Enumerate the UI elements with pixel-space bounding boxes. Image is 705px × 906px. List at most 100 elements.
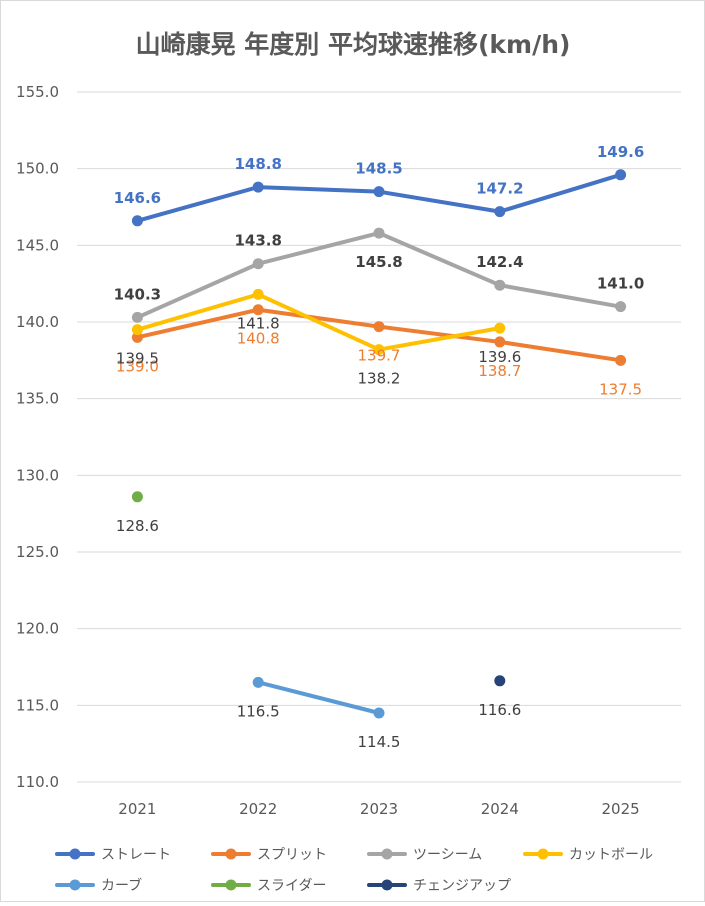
data-label: 143.8 — [234, 232, 281, 250]
y-tick-label: 115.0 — [16, 696, 59, 714]
x-tick-label: 2025 — [602, 800, 640, 818]
legend-swatch-marker — [225, 848, 237, 860]
legend-item-チェンジアップ: チェンジアップ — [367, 878, 511, 894]
data-point — [131, 331, 143, 343]
legend-item-カーブ: カーブ — [55, 877, 142, 894]
data-label: 148.5 — [355, 160, 402, 178]
x-tick-label: 2021 — [118, 800, 156, 818]
data-point — [252, 288, 264, 300]
y-tick-label: 130.0 — [16, 466, 59, 484]
data-point — [494, 675, 506, 687]
data-point — [494, 322, 506, 334]
data-point — [252, 181, 264, 193]
data-point — [373, 707, 385, 719]
y-tick-label: 140.0 — [16, 313, 59, 331]
legend-label: カットボール — [569, 847, 653, 863]
data-label: 141.8 — [237, 314, 280, 332]
x-tick-label: 2024 — [481, 800, 519, 818]
data-label: 149.6 — [597, 143, 644, 161]
data-label: 139.5 — [116, 350, 159, 368]
y-tick-label: 135.0 — [16, 390, 59, 408]
series-group — [131, 169, 627, 719]
series-ツーシーム — [131, 227, 627, 323]
legend-item-スライダー: スライダー — [211, 878, 326, 894]
legend-swatch-marker — [69, 879, 81, 891]
data-point — [252, 304, 264, 316]
data-label: 138.2 — [358, 370, 401, 388]
data-point — [252, 676, 264, 688]
data-point — [252, 258, 264, 270]
y-tick-label: 145.0 — [16, 236, 59, 254]
data-label: 140.8 — [237, 330, 280, 348]
legend-label: ストレート — [101, 847, 171, 863]
data-label: 142.4 — [476, 253, 523, 271]
legend-label: スライダー — [257, 878, 326, 894]
legend-item-スプリット: スプリット — [211, 847, 327, 863]
data-label: 145.8 — [355, 253, 402, 271]
y-tick-label: 155.0 — [16, 83, 59, 101]
x-tick-label: 2023 — [360, 800, 398, 818]
data-point — [373, 186, 385, 198]
data-label: 139.7 — [358, 347, 401, 365]
data-label: 140.3 — [114, 285, 161, 303]
data-label: 139.6 — [478, 348, 521, 366]
legend-item-ストレート: ストレート — [55, 847, 171, 863]
series-スライダー — [131, 491, 143, 503]
legend-swatch-marker — [381, 848, 393, 860]
data-label: 137.5 — [599, 380, 642, 398]
data-point — [615, 169, 627, 181]
y-tick-label: 150.0 — [16, 160, 59, 178]
data-point — [373, 344, 385, 356]
legend-label: カーブ — [101, 877, 142, 894]
data-label: 116.6 — [478, 701, 521, 719]
data-point — [494, 279, 506, 291]
series-line — [135, 292, 502, 352]
legend-item-ツーシーム: ツーシーム — [367, 847, 482, 863]
series-line — [135, 172, 623, 223]
data-label: 148.8 — [234, 155, 281, 173]
data-label: 114.5 — [358, 733, 401, 751]
data-point — [131, 215, 143, 227]
data-point — [373, 321, 385, 333]
data-label: 146.6 — [114, 189, 161, 207]
data-label: 128.6 — [116, 517, 159, 535]
series-スプリット — [131, 304, 627, 366]
legend-swatch-marker — [537, 848, 549, 860]
data-label: 116.5 — [237, 702, 280, 720]
y-tick-label: 120.0 — [16, 620, 59, 638]
y-tick-label: 110.0 — [16, 773, 59, 791]
data-point — [131, 491, 143, 503]
series-カットボール — [131, 288, 506, 356]
legend-label: スプリット — [257, 847, 327, 863]
data-label: 141.0 — [597, 275, 644, 293]
legend-swatch-marker — [381, 879, 393, 891]
series-line — [256, 680, 381, 715]
y-axis: 110.0 115.0 120.0 125.0 130.0 135.0 140.0 145.0… — [16, 83, 59, 791]
legend-item-カットボール: カットボール — [523, 847, 653, 863]
legend-swatch-marker — [69, 848, 81, 860]
chart-title: 山崎康晃 年度別 平均球速推移(km/h) — [136, 30, 571, 59]
data-labels: 146.6 148.8 148.5 147.2 149.6 139.0 140.8 139.7… — [114, 143, 645, 751]
data-point — [131, 324, 143, 336]
data-point — [131, 311, 143, 323]
data-point — [494, 336, 506, 348]
legend-swatch-marker — [225, 879, 237, 891]
data-point — [494, 206, 506, 218]
data-point — [615, 354, 627, 366]
legend-label: ツーシーム — [413, 847, 482, 863]
data-point — [373, 227, 385, 239]
data-point — [615, 301, 627, 313]
y-tick-label: 125.0 — [16, 543, 59, 561]
x-axis: 2021 2022 2023 2024 2025 — [118, 800, 639, 818]
series-チェンジアップ — [494, 675, 506, 687]
series-カーブ — [252, 676, 385, 719]
gridlines — [77, 91, 681, 783]
legend-label: チェンジアップ — [413, 878, 511, 894]
data-label: 147.2 — [476, 180, 523, 198]
series-ストレート — [131, 169, 627, 227]
data-label: 138.7 — [478, 362, 521, 380]
x-tick-label: 2022 — [239, 800, 277, 818]
